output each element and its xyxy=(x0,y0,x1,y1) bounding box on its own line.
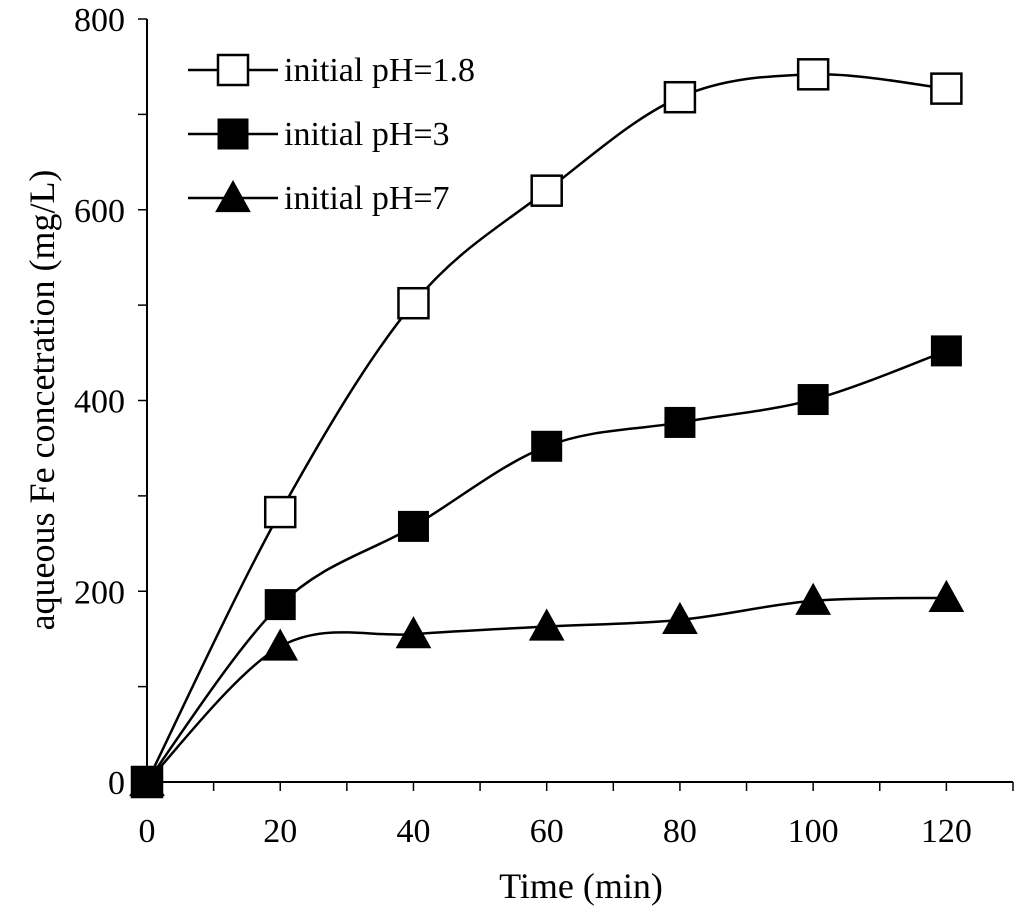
data-point xyxy=(528,608,565,641)
data-point xyxy=(662,601,698,634)
legend-entry: initial pH=3 xyxy=(188,116,450,153)
data-point xyxy=(930,72,963,105)
y-tick-label: 800 xyxy=(74,2,125,39)
series-line xyxy=(146,349,947,783)
legend-label: initial pH=7 xyxy=(284,180,450,217)
x-tick-label: 80 xyxy=(663,813,697,850)
legend-label: initial pH=3 xyxy=(284,116,450,153)
x-tick-label: 0 xyxy=(139,813,156,850)
data-point xyxy=(397,510,429,542)
data-point xyxy=(664,406,696,438)
series-1 xyxy=(130,58,963,799)
data-point xyxy=(663,80,697,114)
legend: initial pH=1.8 initial pH=3 initial pH=7 xyxy=(188,52,475,217)
y-tick-label: 400 xyxy=(74,384,125,421)
x-tick-label: 20 xyxy=(263,813,297,850)
legend-label: initial pH=1.8 xyxy=(284,52,475,89)
data-point xyxy=(928,579,965,613)
data-point xyxy=(531,430,563,462)
legend-marker xyxy=(216,53,250,87)
x-axis-title: Time (min) xyxy=(499,866,663,906)
y-tick-label: 200 xyxy=(74,574,125,611)
data-point xyxy=(795,582,832,615)
y-axis-title: aqueous Fe concetration (mg/L) xyxy=(22,170,62,631)
x-tick-label: 40 xyxy=(396,813,430,850)
legend-marker xyxy=(217,118,249,150)
data-point xyxy=(129,763,165,797)
data-point xyxy=(796,58,830,91)
data-point xyxy=(930,335,962,367)
data-point xyxy=(530,174,563,207)
y-tick-label: 600 xyxy=(74,193,125,230)
legend-entry: initial pH=1.8 xyxy=(188,52,475,89)
axes: 0 200 400 600 800 0 20 40 60 80 100 120 xyxy=(74,2,1014,850)
legend-entry: initial pH=7 xyxy=(188,179,450,217)
data-point xyxy=(262,628,299,661)
series-layer xyxy=(129,58,965,799)
data-point xyxy=(397,286,430,320)
data-point xyxy=(797,384,829,416)
x-tick-label: 100 xyxy=(788,813,839,850)
x-tick-label: 60 xyxy=(530,813,564,850)
legend-marker xyxy=(215,179,251,213)
x-tick-label: 120 xyxy=(921,813,972,850)
series-2 xyxy=(131,335,962,798)
data-point xyxy=(264,589,296,621)
series-3 xyxy=(129,579,965,797)
y-tick-label: 0 xyxy=(108,765,125,802)
data-point xyxy=(395,616,432,649)
data-point xyxy=(263,495,297,529)
